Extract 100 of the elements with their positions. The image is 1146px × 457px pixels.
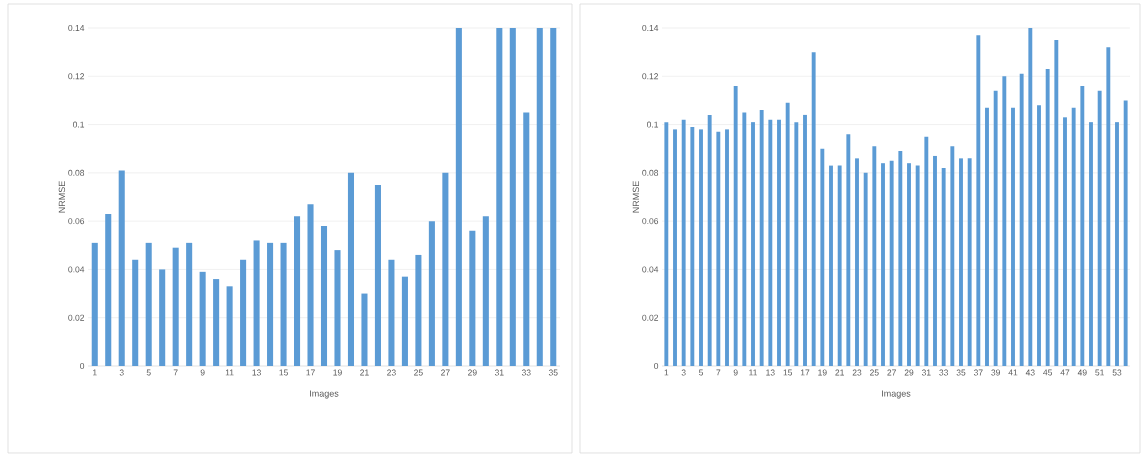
bar xyxy=(881,163,885,366)
x-tick-label: 5 xyxy=(146,369,151,376)
bar xyxy=(482,216,489,366)
x-tick-label: 3 xyxy=(119,369,124,376)
x-tick-label: 1 xyxy=(93,369,97,376)
x-tick-label: 25 xyxy=(414,369,423,376)
y-tick-label: 0.12 xyxy=(68,73,85,80)
x-tick-label: 27 xyxy=(441,369,450,376)
x-tick-label: 47 xyxy=(1060,369,1070,376)
x-tick-label: 17 xyxy=(800,369,810,376)
bar xyxy=(820,148,825,366)
bar xyxy=(673,129,677,366)
bar xyxy=(388,259,395,366)
x-tick-label: 53 xyxy=(1112,369,1122,376)
y-tick-label: 0.14 xyxy=(68,24,85,31)
bar xyxy=(959,158,963,366)
bar xyxy=(863,172,868,366)
bar xyxy=(837,165,842,366)
bar xyxy=(280,242,287,366)
bar xyxy=(1037,105,1041,366)
bar xyxy=(716,131,721,366)
bar xyxy=(1089,122,1093,366)
x-tick-label: 25 xyxy=(870,369,879,376)
y-tick-label: 0.12 xyxy=(642,73,659,80)
x-tick-label: 23 xyxy=(387,369,396,376)
bar xyxy=(523,112,530,366)
x-tick-label: 49 xyxy=(1077,369,1087,376)
bar xyxy=(915,165,920,366)
bar xyxy=(768,119,773,366)
x-tick-label: 7 xyxy=(716,369,721,376)
bar xyxy=(941,168,946,366)
y-tick-label: 0.1 xyxy=(72,121,85,128)
x-tick-label: 29 xyxy=(904,369,914,376)
bar xyxy=(1080,85,1085,366)
y-tick-label: 0.04 xyxy=(642,266,659,273)
bar xyxy=(118,170,125,366)
bar xyxy=(294,216,301,366)
x-tick-label: 43 xyxy=(1025,369,1035,376)
bar xyxy=(253,240,260,366)
bar xyxy=(725,129,729,366)
bar xyxy=(707,114,712,366)
bar xyxy=(1011,107,1015,366)
bar xyxy=(855,158,859,366)
x-tick-label: 11 xyxy=(225,369,234,376)
bar xyxy=(681,119,686,366)
bar xyxy=(213,279,220,366)
bar xyxy=(872,146,877,366)
bar xyxy=(1097,90,1102,366)
x-tick-label: 7 xyxy=(173,369,178,376)
bar xyxy=(509,27,516,366)
bar xyxy=(186,242,193,366)
bar xyxy=(1071,107,1076,366)
bar xyxy=(1028,27,1033,366)
bar xyxy=(1063,117,1067,366)
x-tick-label: 41 xyxy=(1008,369,1018,376)
x-tick-label: 51 xyxy=(1095,369,1104,376)
bar xyxy=(777,119,781,366)
bar xyxy=(907,163,911,366)
y-tick-label: 0.14 xyxy=(642,24,659,31)
y-tick-label: 0 xyxy=(80,362,85,369)
x-tick-label: 19 xyxy=(333,369,342,376)
bar xyxy=(226,286,233,366)
bar xyxy=(803,114,807,366)
bar xyxy=(1106,47,1111,366)
x-tick-label: 35 xyxy=(548,369,558,376)
bar xyxy=(361,293,368,366)
bar xyxy=(1123,100,1128,366)
bar xyxy=(924,136,929,366)
bar xyxy=(976,35,981,366)
bar xyxy=(985,107,989,366)
bar xyxy=(1019,73,1024,366)
bar xyxy=(334,250,341,366)
x-tick-label: 37 xyxy=(973,369,983,376)
y-tick-label: 0 xyxy=(654,362,659,369)
bar xyxy=(374,184,381,366)
x-tick-label: 9 xyxy=(200,369,205,376)
x-tick-label: 31 xyxy=(921,369,931,376)
bar xyxy=(428,221,435,366)
bar xyxy=(442,172,449,366)
bar xyxy=(785,102,790,366)
x-tick-label: 17 xyxy=(306,369,315,376)
y-tick-label: 0.02 xyxy=(68,314,85,321)
x-tick-label: 31 xyxy=(494,369,504,376)
bar xyxy=(105,213,112,366)
bar xyxy=(933,155,937,366)
y-tick-label: 0.08 xyxy=(642,169,659,176)
x-tick-label: 21 xyxy=(360,369,369,376)
bar xyxy=(536,27,543,366)
bar xyxy=(1045,69,1050,366)
x-tick-label: 9 xyxy=(733,369,738,376)
bar xyxy=(993,90,998,366)
x-tick-label: 13 xyxy=(766,369,775,376)
bar xyxy=(898,151,903,366)
bar xyxy=(550,27,557,366)
x-tick-label: 15 xyxy=(279,369,288,376)
x-tick-label: 29 xyxy=(468,369,477,376)
x-tick-label: 5 xyxy=(698,369,704,376)
bar xyxy=(690,126,695,366)
y-tick-label: 0.06 xyxy=(68,218,85,225)
y-tick-label: 0.08 xyxy=(68,169,85,176)
